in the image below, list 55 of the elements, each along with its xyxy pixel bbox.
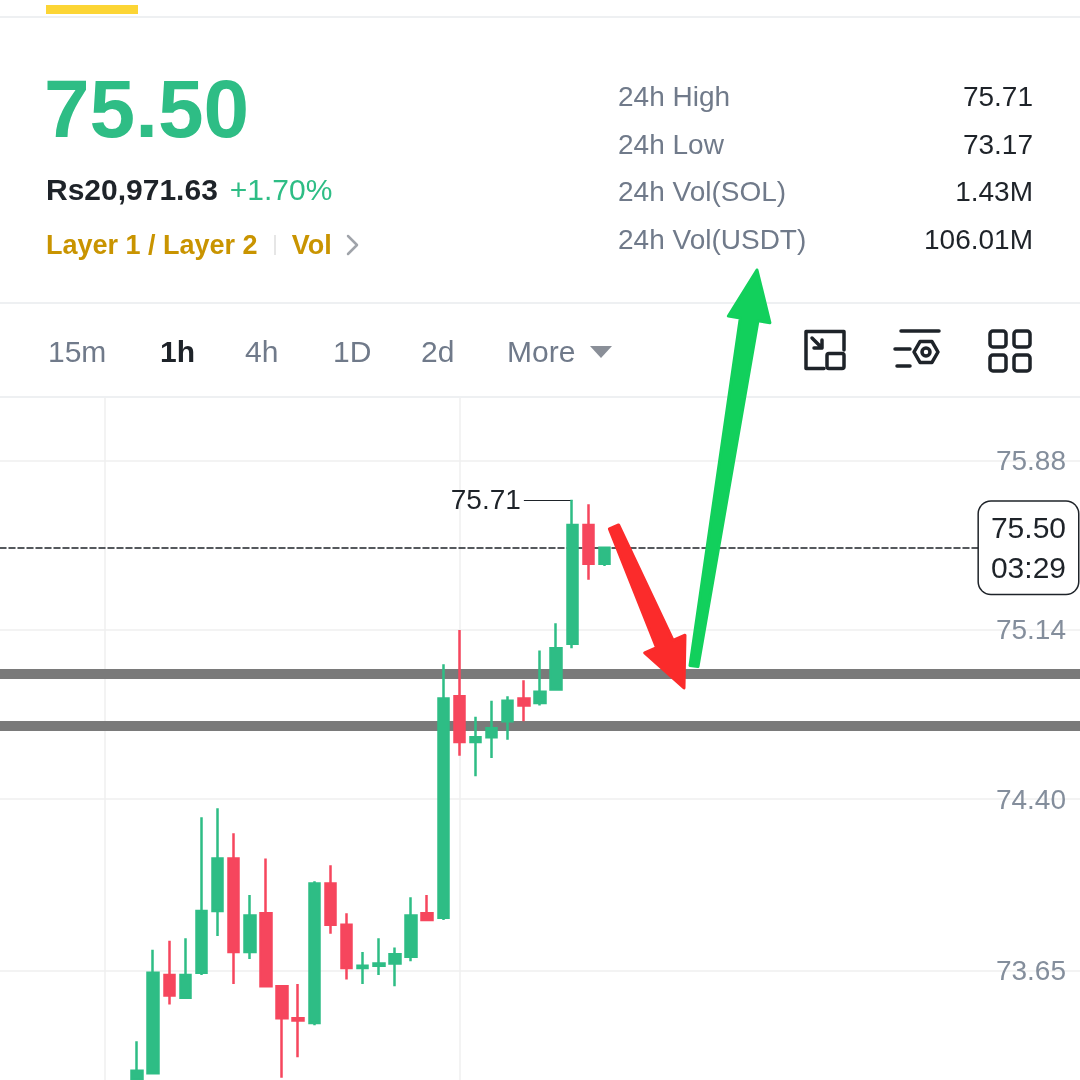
text: 106.01M <box>924 223 1033 257</box>
text: 24h Vol(USDT) <box>618 223 807 257</box>
candlestick <box>453 628 466 757</box>
candlestick <box>404 896 418 963</box>
text: 1.43M <box>955 175 1033 209</box>
candlestick <box>259 857 273 988</box>
text: 15m <box>48 334 107 370</box>
candlestick <box>340 912 353 981</box>
y-tick-label: 74.40 <box>995 783 1066 815</box>
ref-line-label: 75.50 03:29 <box>990 511 1066 585</box>
candlestick <box>469 715 482 778</box>
candlestick <box>227 832 240 986</box>
candlestick <box>372 937 386 977</box>
candlestick <box>582 503 595 581</box>
candlestick <box>324 864 337 936</box>
candlestick <box>533 649 547 707</box>
text: 4h <box>245 334 279 370</box>
candlestick <box>420 893 434 922</box>
candlestick <box>163 939 176 1006</box>
text: 1D <box>333 334 372 370</box>
text: 73.17 <box>962 128 1033 162</box>
text: 1h <box>160 334 196 370</box>
candlestick <box>308 880 321 1027</box>
annotation: 75.71 <box>450 484 521 516</box>
candlestick <box>275 985 289 1079</box>
text: 75.71 <box>962 80 1033 114</box>
candlestick <box>549 621 563 691</box>
y-tick-label: 75.88 <box>995 445 1066 477</box>
chart-subtitle: Rs20,971.63 <box>46 172 218 208</box>
text: 24h Vol(SOL) <box>618 175 787 209</box>
y-tick-label: 73.65 <box>995 954 1066 986</box>
candlestick <box>179 937 192 1000</box>
candlestick <box>485 699 498 760</box>
candlestick <box>291 982 305 1059</box>
candlestick <box>517 679 531 723</box>
candlestick <box>195 816 208 977</box>
text: More <box>507 334 576 370</box>
text: 24h High <box>618 80 731 114</box>
candlestick <box>598 546 611 568</box>
y-tick-label: 75.14 <box>995 614 1066 646</box>
text: +1.70% <box>229 172 333 208</box>
candlestick <box>146 948 160 1075</box>
candlestick <box>566 498 579 650</box>
candlestick <box>437 663 450 922</box>
text: Vol <box>291 229 332 262</box>
candlestick <box>211 806 224 938</box>
text: 2d <box>421 334 455 370</box>
candlestick <box>356 950 369 986</box>
candlestick <box>130 1039 144 1080</box>
text: 24h Low <box>618 128 724 162</box>
candlestick <box>243 893 257 961</box>
chart-title: 75.50 <box>44 63 250 154</box>
candlestick <box>388 946 402 988</box>
text: Layer 1 / Layer 2 <box>46 229 258 262</box>
candlestick <box>501 694 514 741</box>
